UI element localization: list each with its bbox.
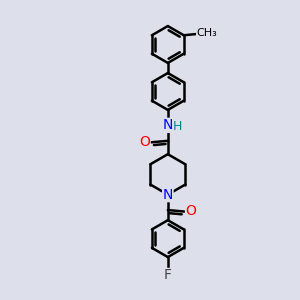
Text: F: F [163,268,171,283]
Text: O: O [186,204,196,218]
Text: N: N [163,118,173,132]
Text: CH₃: CH₃ [196,28,218,38]
Text: H: H [173,120,182,133]
Text: N: N [163,188,173,202]
Text: O: O [139,135,150,149]
